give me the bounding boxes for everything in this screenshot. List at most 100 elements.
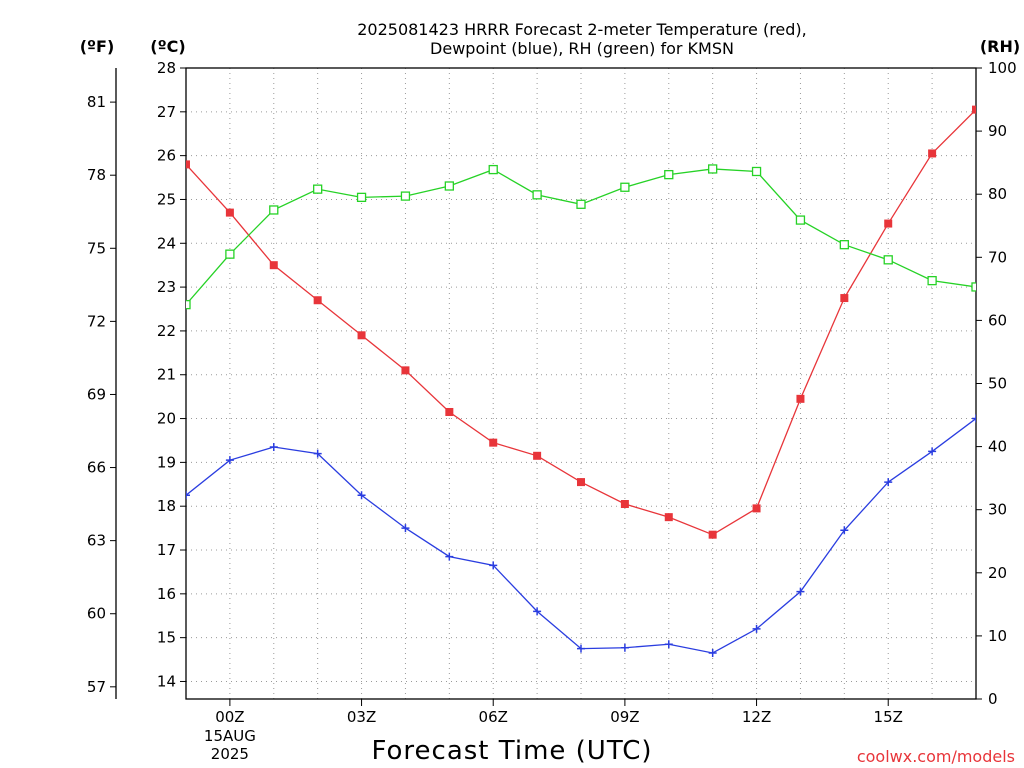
celsius-tick-label: 19 (157, 453, 176, 471)
data-point (752, 504, 761, 513)
data-point (928, 447, 937, 456)
data-point (356, 192, 367, 203)
grid-layer (186, 67, 976, 699)
data-point (401, 524, 410, 533)
data-point (357, 491, 366, 500)
celsius-tick-label: 21 (157, 366, 176, 384)
fahrenheit-tick-label: 81 (87, 93, 106, 111)
fahrenheit-tick-label: 66 (87, 459, 106, 477)
data-point (313, 184, 323, 194)
data-point (225, 208, 234, 217)
data-point (971, 282, 976, 292)
celsius-tick-label: 18 (157, 497, 176, 515)
data-point (400, 191, 411, 201)
x-tick-sublabel: 15AUG (204, 727, 256, 745)
data-point (357, 331, 366, 340)
celsius-tick-label: 26 (157, 147, 176, 165)
data-point (269, 205, 279, 215)
celsius-tick-label: 27 (157, 103, 176, 121)
celsius-tick-label: 17 (157, 541, 176, 559)
data-point (186, 491, 190, 500)
data-point (884, 219, 893, 228)
data-point (840, 526, 849, 535)
rh-tick-label: 10 (988, 627, 1007, 645)
rh-tick-label: 0 (988, 690, 998, 708)
data-point (795, 215, 806, 225)
celsius-tick-label: 16 (157, 585, 176, 603)
fahrenheit-tick-label: 60 (87, 605, 106, 623)
celsius-tick-label: 25 (157, 190, 176, 208)
rh-unit-label: (RH) (980, 37, 1020, 56)
data-point (576, 199, 586, 209)
data-point (186, 160, 190, 169)
data-point (927, 275, 937, 286)
rh-tick-label: 40 (988, 438, 1007, 456)
data-point (752, 624, 761, 633)
rh-tick-label: 100 (988, 59, 1017, 77)
x-tick-label: 09Z (610, 708, 639, 726)
fahrenheit-tick-label: 69 (87, 385, 106, 403)
x-tick-label: 15Z (874, 708, 903, 726)
data-point (928, 149, 937, 158)
data-point (751, 166, 762, 177)
data-point (664, 513, 673, 522)
celsius-tick-label: 28 (157, 59, 176, 77)
celsius-tick-label: 24 (157, 234, 176, 252)
data-point (532, 190, 542, 200)
data-point (664, 169, 674, 180)
data-point (708, 648, 717, 657)
data-point (269, 261, 278, 270)
rh-tick-label: 30 (988, 501, 1007, 519)
data-point (533, 607, 542, 616)
data-point (313, 449, 322, 458)
chart-title-line-2: Dewpoint (blue), RH (green) for KMSN (430, 39, 734, 58)
x-tick-label: 06Z (479, 708, 508, 726)
data-point (620, 643, 629, 652)
celsius-tick-label: 23 (157, 278, 176, 296)
data-point (884, 478, 893, 487)
x-tick-label: 00Z (215, 708, 244, 726)
rh-tick-label: 90 (988, 122, 1007, 140)
celsius-tick-label: 20 (157, 410, 176, 428)
series-line-2 (186, 168, 976, 306)
x-axis-label: Forecast Time (UTC) (371, 736, 652, 766)
data-point (972, 105, 976, 114)
x-tick-label: 12Z (742, 708, 771, 726)
fahrenheit-tick-label: 57 (87, 678, 106, 696)
chart-title-line-1: 2025081423 HRRR Forecast 2-meter Tempera… (357, 20, 807, 39)
fahrenheit-unit-label: (ºF) (80, 37, 115, 56)
data-point (186, 299, 191, 310)
data-point (401, 366, 410, 375)
data-point (620, 182, 630, 192)
rh-tick-label: 60 (988, 311, 1007, 329)
fahrenheit-tick-label: 63 (87, 532, 106, 550)
data-point (533, 451, 542, 460)
data-point (840, 294, 849, 303)
data-point (225, 456, 234, 465)
data-point (445, 407, 454, 416)
data-point (883, 255, 893, 265)
data-point (488, 164, 498, 175)
rh-tick-label: 80 (988, 185, 1007, 203)
x-tick-sublabel: 2025 (211, 745, 249, 763)
celsius-tick-label: 15 (157, 629, 176, 647)
data-point (664, 640, 673, 649)
data-point (796, 394, 805, 403)
fahrenheit-tick-label: 78 (87, 166, 106, 184)
celsius-unit-label: (ºC) (150, 37, 185, 56)
data-point (489, 438, 498, 447)
data-point (269, 443, 278, 452)
celsius-tick-label: 14 (157, 672, 176, 690)
data-point (577, 644, 585, 653)
data-point (577, 478, 585, 487)
data-point (225, 249, 235, 259)
data-point (839, 240, 849, 250)
data-point (445, 552, 454, 561)
rh-tick-label: 70 (988, 248, 1007, 266)
data-point (708, 164, 718, 174)
data-point (972, 414, 976, 423)
data-point (444, 181, 454, 191)
x-tick-label: 03Z (347, 708, 376, 726)
